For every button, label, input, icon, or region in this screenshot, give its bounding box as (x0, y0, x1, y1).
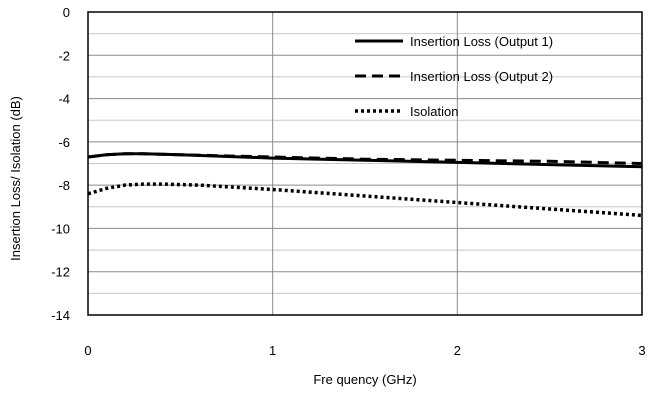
legend-label: Insertion Loss (Output 2) (410, 69, 553, 84)
y-tick-label: -4 (58, 92, 70, 107)
legend-label: Insertion Loss (Output 1) (410, 34, 553, 49)
x-axis-title: Fre quency (GHz) (313, 372, 416, 387)
series-line-2 (87, 152, 643, 165)
y-axis-title: Insertion Loss/ Isolation (dB) (8, 96, 23, 261)
legend: Insertion Loss (Output 1) Insertion Loss … (355, 34, 553, 119)
legend-label: Isolation (410, 104, 458, 119)
series-lines (87, 152, 643, 218)
x-tick-label: 2 (454, 343, 461, 358)
y-tick-label: -12 (51, 265, 70, 280)
x-tick-label: 1 (269, 343, 276, 358)
x-tick-label: 3 (638, 343, 645, 358)
y-tick-label: 0 (63, 5, 70, 20)
x-tick-label: 0 (84, 343, 91, 358)
y-tick-label: -6 (58, 135, 70, 150)
y-tick-label: -8 (58, 178, 70, 193)
y-tick-label: -10 (51, 221, 70, 236)
plot-frame (87, 11, 643, 316)
grid (88, 12, 642, 315)
y-tick-label: -2 (58, 48, 70, 63)
tick-labels: 0 -2 -4 -6 -8 -10 -12 -14 0 1 2 3 (51, 5, 645, 358)
plot-border (87, 11, 643, 316)
series-line-3 (87, 182, 643, 218)
y-tick-label: -14 (51, 308, 70, 323)
